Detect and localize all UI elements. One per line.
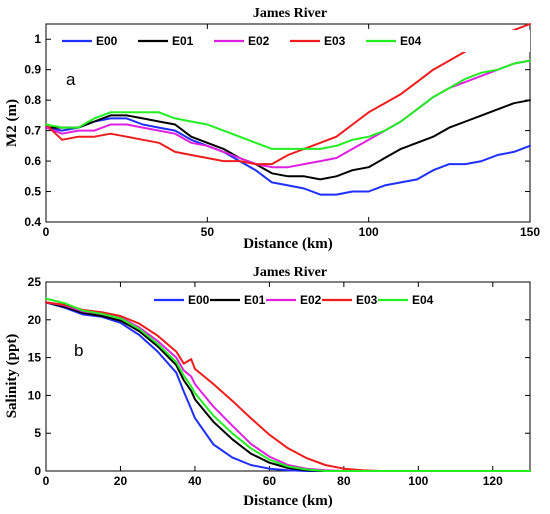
legend-label-e02: E02 [248, 34, 270, 48]
panel-label: a [66, 70, 76, 89]
legend-label-e03: E03 [324, 34, 346, 48]
chart-panel-a: James River 0 50 100 150 0.4 0.5 0.6 0.7 0.8 0.9 1… [4, 6, 540, 252]
series-line-e04 [45, 297, 531, 472]
x-tick-label: 40 [188, 474, 202, 488]
legend-label-e00: E00 [96, 34, 118, 48]
legend-label-e04: E04 [412, 293, 434, 307]
y-axis-label: Salinity (ppt) [4, 334, 20, 419]
legend-label-e03: E03 [356, 293, 378, 307]
y-tick-label: 0.4 [24, 215, 41, 229]
plot-area [45, 281, 531, 472]
x-tick-label: 150 [520, 225, 540, 239]
y-tick-label: 20 [28, 313, 42, 327]
y-tick-label: 0.5 [24, 185, 41, 199]
legend-label-e01: E01 [172, 34, 194, 48]
series-line-e01 [45, 99, 531, 181]
legend-label-e02: E02 [300, 293, 322, 307]
y-tick-label: 0.9 [24, 63, 41, 77]
series-line-e03 [45, 23, 531, 166]
y-tick-label: 25 [28, 275, 42, 289]
series-line-e04 [45, 59, 531, 150]
x-tick-label: 80 [337, 474, 351, 488]
legend-label-e01: E01 [244, 293, 266, 307]
x-axis-label: Distance (km) [243, 493, 333, 509]
legend: E00 E01 E02 E03 E04 [150, 290, 438, 310]
chart-title: James River [253, 6, 327, 21]
tick-group: 0 50 100 150 0.4 0.5 0.6 0.7 0.8 0.9 1 [24, 24, 540, 239]
plot-area [45, 23, 531, 223]
y-tick-label: 10 [28, 388, 42, 402]
y-tick-label: 0.6 [24, 154, 41, 168]
y-tick-label: 0.7 [24, 124, 41, 138]
y-tick-label: 1 [34, 32, 41, 46]
series-group [45, 297, 531, 472]
y-tick-label: 0 [34, 464, 41, 478]
chart-title: James River [253, 265, 327, 280]
x-tick-label: 0 [43, 474, 50, 488]
panel-label: b [74, 341, 83, 360]
y-tick-label: 15 [28, 351, 42, 365]
legend: E00 E01 E02 E03 E04 [56, 30, 530, 52]
x-tick-label: 100 [359, 225, 379, 239]
x-tick-label: 50 [201, 225, 215, 239]
legend-label-e00: E00 [188, 293, 210, 307]
y-tick-label: 5 [34, 426, 41, 440]
series-group [45, 23, 531, 196]
x-tick-label: 20 [114, 474, 128, 488]
y-axis-label: M2 (m) [4, 99, 20, 147]
y-tick-label: 0.8 [24, 93, 41, 107]
x-axis-label: Distance (km) [243, 236, 333, 252]
legend-label-e04: E04 [400, 34, 422, 48]
x-tick-label: 120 [483, 474, 503, 488]
x-tick-label: 100 [408, 474, 428, 488]
tick-group: 0 20 40 60 80 100 120 0 5 10 15 20 25 [28, 275, 530, 488]
series-line-e00 [45, 117, 531, 196]
x-tick-label: 0 [43, 225, 50, 239]
x-tick-label: 60 [263, 474, 277, 488]
